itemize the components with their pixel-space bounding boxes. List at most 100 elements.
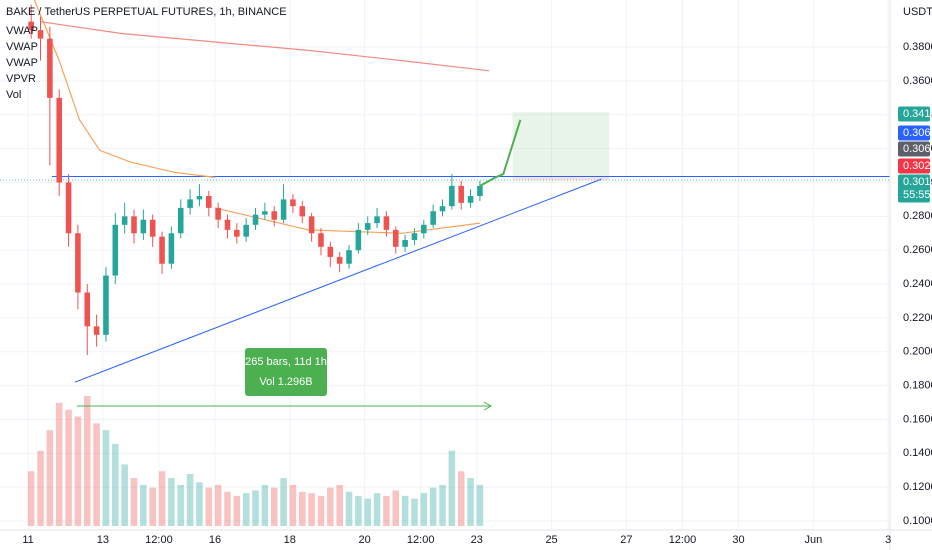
candle-body — [84, 292, 91, 327]
volume-bar — [140, 484, 147, 526]
candle-body — [149, 219, 156, 237]
price-tag-box — [898, 141, 930, 157]
arrow-head — [483, 401, 493, 411]
candle-body — [168, 233, 175, 264]
price-tag-box — [898, 125, 930, 141]
volume-bar — [205, 487, 213, 526]
candle-body — [177, 207, 184, 234]
candle-body — [271, 211, 278, 220]
volume-bar — [130, 478, 138, 526]
price-tag-box — [898, 158, 930, 174]
candle-body — [28, 21, 34, 31]
candle-body — [299, 206, 306, 217]
price-tag-box — [898, 106, 930, 122]
volume-bar — [112, 443, 119, 526]
candle-body — [93, 326, 100, 335]
annotation-text: 265 bars, 11d 1h — [245, 356, 327, 368]
price-tag: 0.3028 — [898, 158, 932, 174]
candle-body — [121, 216, 128, 225]
candle-body — [430, 211, 436, 225]
volume-bar — [186, 474, 194, 526]
candle-body — [318, 233, 324, 247]
candle-body — [47, 38, 53, 98]
candle-body — [477, 185, 483, 197]
chart-title: BAKE / TetherUS PERPETUAL FUTURES, 1h, B… — [6, 6, 287, 18]
volume-bar — [308, 493, 315, 526]
position-target — [512, 112, 610, 177]
volume-bar — [214, 484, 222, 526]
volume-bar — [270, 487, 278, 526]
candle-body — [187, 199, 193, 208]
candle-body — [327, 246, 334, 257]
volume-bar — [252, 490, 259, 526]
candle-body — [159, 236, 165, 264]
volume-bar — [429, 487, 437, 526]
volume-bar — [158, 471, 166, 526]
volume-bar — [373, 493, 381, 526]
x-tick-label: 25 — [545, 534, 557, 546]
candle-body — [215, 207, 221, 220]
volume-bar — [261, 484, 269, 526]
candle-body — [364, 223, 371, 230]
volume-bar — [392, 490, 400, 526]
x-tick-label: 20 — [358, 534, 370, 546]
volume-bar — [177, 484, 185, 526]
x-tick-label: 12:00 — [669, 534, 697, 546]
price-tag-label: 0.3061 — [903, 127, 932, 139]
x-tick-label: 12:00 — [407, 534, 435, 546]
legend-entry: Vol — [6, 89, 21, 101]
price-tag-label: 0.3061 — [903, 143, 932, 155]
volume-bar — [345, 491, 353, 526]
volume-bar — [168, 478, 175, 526]
candle-body — [402, 240, 408, 247]
volume-bar — [65, 409, 72, 526]
price-tag-label: 0.3014 — [903, 176, 932, 188]
volume-bar — [299, 491, 306, 526]
volume-bar — [224, 491, 231, 526]
volume-bar — [457, 471, 465, 526]
x-tick-label: Jun — [804, 534, 822, 546]
volume-bar — [37, 450, 44, 526]
x-tick-label: 12:00 — [145, 534, 173, 546]
candle-body — [131, 216, 137, 234]
candle-body — [467, 196, 474, 203]
volume-bar — [46, 430, 54, 526]
volume-bar — [401, 495, 409, 526]
candle-body — [421, 224, 427, 234]
y-unit: USDT — [903, 6, 932, 18]
volume-bar — [355, 495, 362, 526]
volume-bar — [83, 396, 91, 526]
candle-body — [290, 199, 296, 207]
price-tag-label: 0.3028 — [903, 160, 932, 172]
candle-body — [252, 214, 259, 225]
volume-bar — [476, 484, 484, 526]
volume-bar — [467, 478, 474, 526]
candle-body — [383, 216, 390, 230]
candle-body — [439, 206, 446, 212]
x-tick-label: 23 — [471, 534, 483, 546]
volume-bar — [102, 430, 110, 526]
candle-body — [65, 182, 72, 234]
candle-body — [37, 30, 44, 39]
candle-body — [75, 233, 81, 293]
annotation-box — [245, 348, 327, 396]
price-tag-label: 0.3416 — [903, 108, 932, 120]
price-tag: 0.3061 — [898, 141, 932, 157]
candle-body — [374, 216, 380, 224]
price-tag: 0.3061 — [898, 125, 932, 141]
candle-body — [56, 97, 62, 183]
x-tick-label: 11 — [22, 534, 33, 546]
candle-body — [308, 216, 315, 234]
volume-bar — [336, 484, 343, 526]
candle-body — [458, 185, 464, 203]
